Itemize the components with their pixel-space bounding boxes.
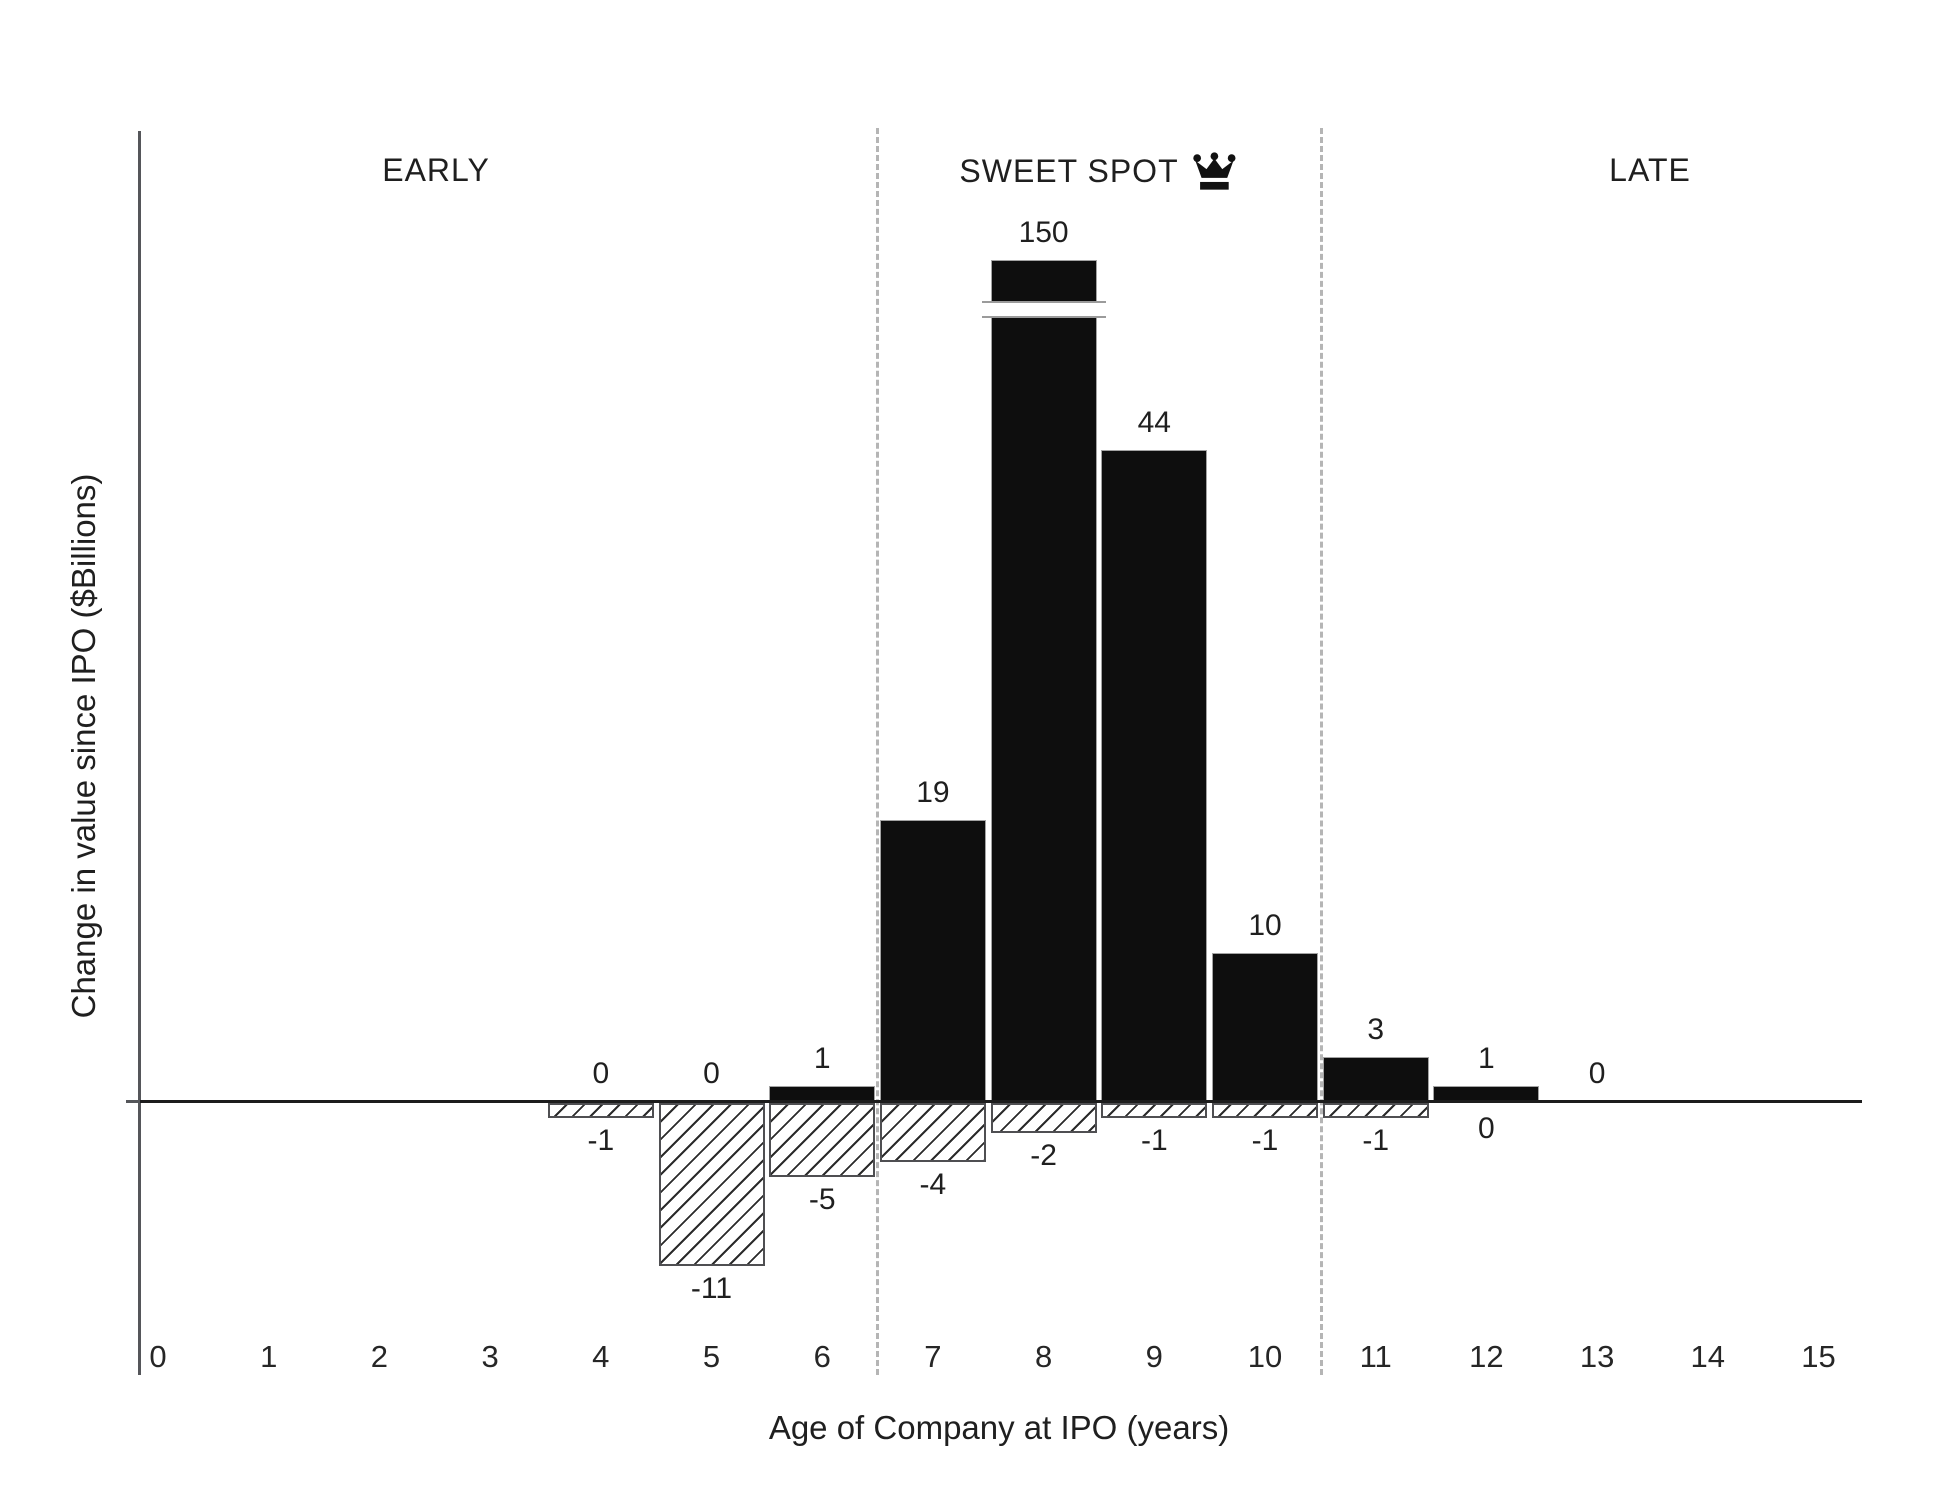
zone-label-sweet-spot-text: SWEET SPOT [959, 153, 1179, 189]
bar-loss-age-4 [548, 1103, 654, 1118]
x-tick-2: 2 [370, 1339, 389, 1374]
x-tick-1: 1 [260, 1339, 278, 1374]
gain-label-age-12: 1 [1478, 1042, 1495, 1075]
gain-label-age-13: 0 [1588, 1057, 1606, 1090]
bar-loss-age-11 [1323, 1103, 1429, 1118]
bar-gain-age-6 [769, 1086, 875, 1101]
gain-label-age-8: 150 [1018, 216, 1069, 249]
x-tick-5: 5 [702, 1339, 721, 1374]
bar-gain-age-9 [1101, 450, 1207, 1101]
zone-label-early-text: EARLY [382, 152, 490, 188]
x-tick-13: 13 [1579, 1339, 1615, 1374]
x-tick-12: 12 [1469, 1339, 1504, 1374]
zone-label-late-text: LATE [1609, 152, 1691, 188]
gain-label-age-4: 0 [592, 1057, 610, 1090]
zone-label-sweet-spot: SWEET SPOT [959, 152, 1236, 191]
gain-label-age-7: 19 [916, 776, 950, 809]
x-axis-title: Age of Company at IPO (years) [768, 1409, 1230, 1446]
bar-gain-age-7 [880, 820, 986, 1101]
loss-label-age-12: 0 [1478, 1112, 1495, 1145]
bar-loss-age-8 [991, 1103, 1097, 1133]
loss-label-age-5: -11 [690, 1272, 733, 1305]
zone-divider-sweet-late [1320, 128, 1323, 1375]
loss-label-age-4: -1 [587, 1124, 615, 1157]
x-tick-8: 8 [1034, 1339, 1053, 1374]
x-tick-15: 15 [1801, 1339, 1836, 1374]
zone-label-late: LATE [1609, 152, 1691, 189]
x-tick-0: 0 [149, 1339, 167, 1374]
y-axis-line [138, 131, 141, 1375]
zone-label-early: EARLY [382, 152, 490, 189]
gain-label-age-6: 1 [813, 1042, 831, 1075]
x-tick-14: 14 [1690, 1339, 1726, 1374]
x-tick-11: 11 [1359, 1339, 1392, 1374]
loss-label-age-11: -1 [1362, 1124, 1390, 1157]
bar-loss-age-9 [1101, 1103, 1207, 1118]
gain-label-age-11: 3 [1367, 1013, 1385, 1046]
x-tick-10: 10 [1247, 1339, 1283, 1374]
bar-loss-age-10 [1212, 1103, 1318, 1118]
y-axis-title: Change in value since IPO ($Billions) [65, 473, 102, 1019]
x-tick-6: 6 [813, 1339, 831, 1374]
x-tick-3: 3 [481, 1339, 499, 1374]
bar-gain-age-10 [1212, 953, 1318, 1101]
zero-baseline [140, 1100, 1862, 1103]
bar-gain-age-8 [991, 260, 1097, 1101]
gain-label-age-10: 10 [1248, 909, 1282, 942]
bar-loss-age-6 [769, 1103, 875, 1177]
loss-label-age-7: -4 [919, 1168, 947, 1201]
x-tick-9: 9 [1145, 1339, 1163, 1374]
bar-gain-age-11 [1323, 1057, 1429, 1101]
bar-gain-age-12 [1433, 1086, 1539, 1101]
loss-label-age-9: -1 [1140, 1124, 1168, 1157]
y-axis-zero-tick [126, 1100, 140, 1103]
loss-label-age-6: -5 [808, 1183, 836, 1216]
gain-label-age-9: 44 [1137, 406, 1171, 439]
bar-loss-age-7 [880, 1103, 986, 1162]
axis-break-marks [982, 301, 1106, 318]
crown-icon [1193, 152, 1236, 190]
bar-loss-age-5 [659, 1103, 765, 1266]
loss-label-age-8: -2 [1030, 1139, 1057, 1172]
x-tick-4: 4 [592, 1339, 610, 1374]
x-tick-7: 7 [924, 1339, 942, 1374]
gain-label-age-5: 0 [703, 1057, 720, 1090]
zone-divider-early-sweet [876, 128, 879, 1375]
loss-label-age-10: -1 [1251, 1124, 1279, 1157]
